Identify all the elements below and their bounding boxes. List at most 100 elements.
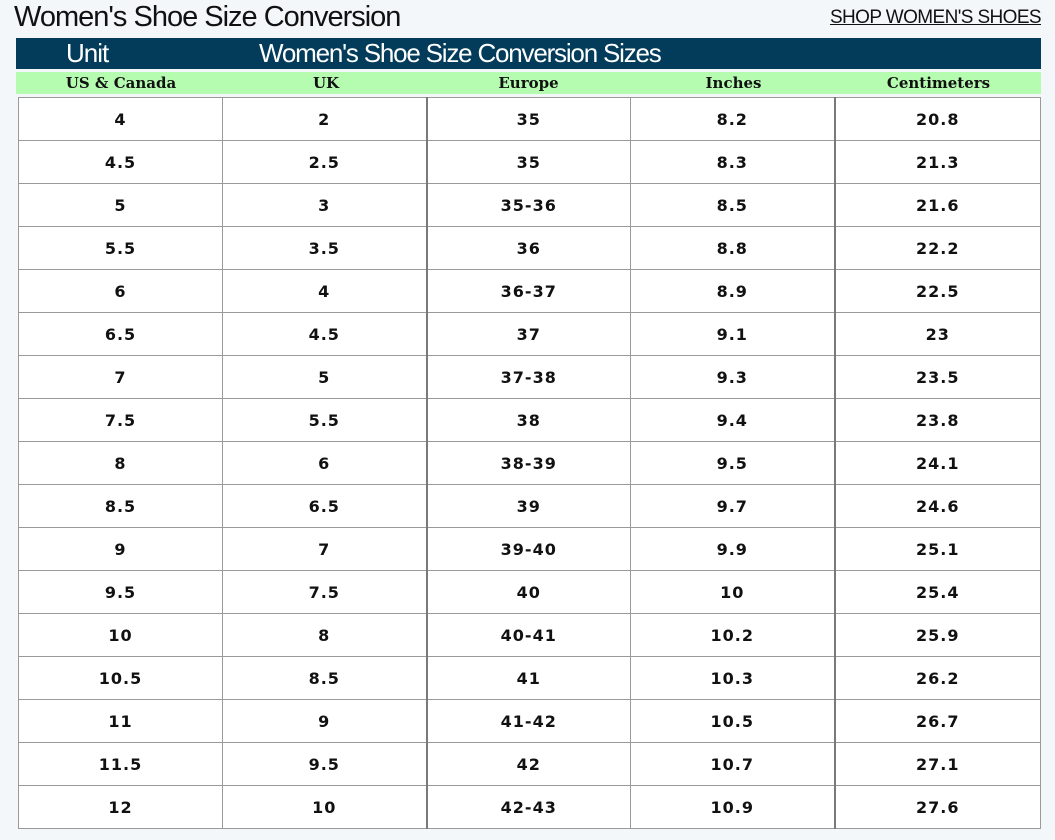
- cell-us-canada: 7.5: [18, 398, 223, 442]
- unit-label: Unit: [66, 38, 109, 68]
- cell-inches: 9.5: [630, 441, 835, 485]
- cell-centimeters: 27.1: [833, 742, 1041, 786]
- cell-europe: 38-39: [425, 441, 631, 485]
- table-row: 11.5 9.5 42 10.7 27.1: [18, 742, 1041, 786]
- table-row: 7 5 37-38 9.3 23.5: [18, 355, 1041, 399]
- cell-uk: 6.5: [222, 484, 427, 528]
- cell-uk: 9: [222, 699, 427, 743]
- cell-centimeters: 24.1: [833, 441, 1041, 485]
- table-row: 5 3 35-36 8.5 21.6: [18, 183, 1041, 227]
- cell-inches: 10.3: [630, 656, 835, 700]
- cell-centimeters: 23.5: [833, 355, 1041, 399]
- column-header-uk: UK: [312, 74, 340, 92]
- cell-uk: 9.5: [222, 742, 427, 786]
- cell-inches: 10.5: [630, 699, 835, 743]
- table-row: 5.5 3.5 36 8.8 22.2: [18, 226, 1041, 270]
- table-row: 8.5 6.5 39 9.7 24.6: [18, 484, 1041, 528]
- cell-uk: 4.5: [222, 312, 427, 356]
- column-header-us-canada: US & Canada: [65, 74, 177, 92]
- cell-us-canada: 5.5: [18, 226, 223, 270]
- cell-europe: 42-43: [425, 785, 631, 829]
- cell-us-canada: 8: [18, 441, 223, 485]
- cell-europe: 41: [425, 656, 631, 700]
- column-header-centimeters: Centimeters: [886, 74, 991, 92]
- cell-inches: 8.8: [630, 226, 835, 270]
- table-row: 4 2 35 8.2 20.8: [18, 97, 1041, 141]
- table-row: 4.5 2.5 35 8.3 21.3: [18, 140, 1041, 184]
- cell-uk: 7.5: [222, 570, 427, 614]
- cell-centimeters: 26.2: [833, 656, 1041, 700]
- cell-centimeters: 27.6: [833, 785, 1041, 829]
- cell-europe: 37-38: [425, 355, 631, 399]
- cell-uk: 7: [222, 527, 427, 571]
- cell-centimeters: 21.6: [833, 183, 1041, 227]
- cell-inches: 9.3: [630, 355, 835, 399]
- column-header-europe: Europe: [498, 74, 559, 92]
- table-row: 8 6 38-39 9.5 24.1: [18, 441, 1041, 485]
- cell-inches: 9.7: [630, 484, 835, 528]
- cell-uk: 5: [222, 355, 427, 399]
- table-title-bar: Unit Women's Shoe Size Conversion Sizes: [16, 38, 1041, 69]
- cell-inches: 8.3: [630, 140, 835, 184]
- cell-us-canada: 8.5: [18, 484, 223, 528]
- cell-centimeters: 23: [833, 312, 1041, 356]
- cell-inches: 10.9: [630, 785, 835, 829]
- cell-inches: 10: [630, 570, 835, 614]
- table-row: 6.5 4.5 37 9.1 23: [18, 312, 1041, 356]
- cell-centimeters: 23.8: [833, 398, 1041, 442]
- table-row: 9.5 7.5 40 10 25.4: [18, 570, 1041, 614]
- cell-us-canada: 9.5: [18, 570, 223, 614]
- cell-europe: 41-42: [425, 699, 631, 743]
- cell-europe: 39: [425, 484, 631, 528]
- cell-uk: 3: [222, 183, 427, 227]
- cell-inches: 9.1: [630, 312, 835, 356]
- cell-uk: 6: [222, 441, 427, 485]
- cell-us-canada: 6.5: [18, 312, 223, 356]
- cell-us-canada: 11.5: [18, 742, 223, 786]
- table-row: 9 7 39-40 9.9 25.1: [18, 527, 1041, 571]
- table-row: 10 8 40-41 10.2 25.9: [18, 613, 1041, 657]
- cell-inches: 10.7: [630, 742, 835, 786]
- shop-womens-shoes-link[interactable]: SHOP WOMEN'S SHOES: [829, 7, 1042, 28]
- size-conversion-table-body: 4 2 35 8.2 20.8 4.5 2.5 35 8.3 21.3 5 3 35-36 8.5 21.6…: [18, 97, 1041, 829]
- cell-centimeters: 22.2: [833, 226, 1041, 270]
- cell-us-canada: 10: [18, 613, 223, 657]
- cell-centimeters: 22.5: [833, 269, 1041, 313]
- cell-europe: 40: [425, 570, 631, 614]
- cell-centimeters: 25.1: [833, 527, 1041, 571]
- cell-inches: 9.9: [630, 527, 835, 571]
- cell-us-canada: 4.5: [18, 140, 223, 184]
- cell-us-canada: 11: [18, 699, 223, 743]
- table-row: 12 10 42-43 10.9 27.6: [18, 785, 1041, 829]
- cell-uk: 2: [222, 97, 427, 141]
- cell-centimeters: 24.6: [833, 484, 1041, 528]
- cell-inches: 10.2: [630, 613, 835, 657]
- cell-uk: 4: [222, 269, 427, 313]
- cell-europe: 39-40: [425, 527, 631, 571]
- cell-uk: 2.5: [222, 140, 427, 184]
- cell-europe: 38: [425, 398, 631, 442]
- cell-us-canada: 4: [18, 97, 223, 141]
- cell-europe: 40-41: [425, 613, 631, 657]
- cell-us-canada: 12: [18, 785, 223, 829]
- cell-uk: 8: [222, 613, 427, 657]
- column-header-row: US & Canada UK Europe Inches Centimeters: [16, 72, 1041, 94]
- cell-centimeters: 25.4: [833, 570, 1041, 614]
- column-header-inches: Inches: [705, 74, 762, 92]
- cell-centimeters: 26.7: [833, 699, 1041, 743]
- cell-centimeters: 25.9: [833, 613, 1041, 657]
- cell-europe: 35: [425, 97, 631, 141]
- cell-europe: 36: [425, 226, 631, 270]
- table-row: 11 9 41-42 10.5 26.7: [18, 699, 1041, 743]
- cell-us-canada: 10.5: [18, 656, 223, 700]
- table-row: 6 4 36-37 8.9 22.5: [18, 269, 1041, 313]
- cell-us-canada: 6: [18, 269, 223, 313]
- cell-europe: 35: [425, 140, 631, 184]
- size-conversion-table: 4 2 35 8.2 20.8 4.5 2.5 35 8.3 21.3 5 3 35-36 8.5 21.6…: [18, 97, 1041, 829]
- cell-uk: 3.5: [222, 226, 427, 270]
- cell-europe: 42: [425, 742, 631, 786]
- cell-europe: 35-36: [425, 183, 631, 227]
- cell-uk: 8.5: [222, 656, 427, 700]
- cell-europe: 36-37: [425, 269, 631, 313]
- cell-inches: 8.5: [630, 183, 835, 227]
